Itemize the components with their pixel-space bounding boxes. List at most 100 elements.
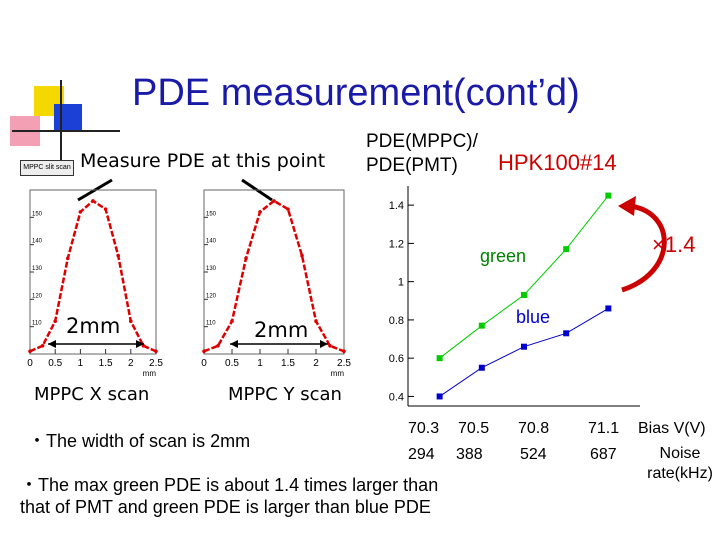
scan-xtick-label: 2.5 [149, 358, 163, 369]
x-width-arrow [48, 340, 144, 348]
note-max-green-line2: that of PMT and green PDE is larger than… [20, 497, 431, 517]
ratio-point-blue [605, 305, 612, 312]
ratio-point-green [478, 322, 485, 329]
scan-point [272, 199, 276, 203]
ratio-point-blue [478, 364, 485, 371]
scan-point [314, 319, 318, 324]
scan-point [129, 319, 133, 324]
scan-xtick-label: 1 [78, 358, 84, 369]
ratio-factor-label: ×1.4 [652, 232, 696, 257]
decor-square-blue [54, 104, 82, 132]
bias-value-0: 70.3 [408, 420, 440, 437]
ratio-ytick-label: 1 [398, 277, 404, 289]
scan-ytick-label: 150 [32, 211, 43, 217]
scan-xaxis-unit: mm [331, 369, 345, 378]
noise-value-2: 524 [520, 446, 547, 463]
x-scan-width-label: 2mm [66, 314, 121, 338]
ratio-ytick-label: 1.4 [389, 200, 404, 212]
scan-point [300, 253, 304, 258]
ratio-ytick-label: 1.2 [389, 238, 404, 250]
scan-point [342, 349, 346, 354]
scan-ytick-label: 130 [206, 266, 217, 272]
green-series-label: green [480, 246, 527, 266]
scan-xtick-label: 0.5 [225, 358, 239, 369]
scan-xtick-label: 2.5 [337, 358, 351, 369]
scan-point [216, 344, 220, 348]
ratio-point-green [436, 355, 443, 362]
scan-ytick-label: 150 [206, 211, 217, 217]
note-max-green: ・The max green PDE is about 1.4 times la… [20, 474, 438, 518]
scan-xtick-label: 1.5 [281, 358, 295, 369]
y-scan-width-label: 2mm [254, 318, 309, 342]
scan-xtick-label: 2 [128, 358, 134, 369]
ratio-curved-arrow [621, 203, 667, 293]
scan-point [28, 349, 32, 354]
scan-point [154, 349, 158, 354]
scan-point [91, 199, 95, 203]
scan-point [328, 344, 332, 348]
ratio-point-blue [521, 343, 527, 350]
decor-horizontal-line [12, 130, 120, 132]
scan-ytick-label: 110 [32, 321, 42, 327]
ratio-arrow-head [618, 196, 636, 216]
blue-series-label: blue [516, 307, 551, 327]
scan-point [40, 344, 45, 348]
note-max-green-line1: ・The max green PDE is about 1.4 times la… [20, 475, 439, 495]
scan-point [116, 253, 120, 258]
ratio-axis-label-line1: PDE(MPPC)/ [366, 131, 478, 152]
ratio-ytick-label: 0.8 [389, 315, 404, 327]
scan-ytick-label: 140 [206, 239, 217, 245]
scan-curve [203, 199, 345, 353]
measure-point-label: Measure PDE at this point [80, 150, 326, 172]
bias-value-2: 70.8 [518, 420, 550, 437]
scan-xtick-label: 2 [313, 358, 319, 369]
bias-value-3: 71.1 [588, 420, 620, 437]
y-scan-label: MPPC Y scan [228, 384, 342, 405]
scan-point [78, 210, 83, 214]
scan-ytick-label: 140 [32, 239, 43, 245]
scan-xtick-label: 0.5 [48, 358, 62, 369]
scan-point [103, 207, 108, 211]
ratio-axis-label-line2: PDE(PMT) [366, 155, 458, 176]
ratio-point-green [605, 192, 612, 199]
x-scan-label: MPPC X scan [34, 384, 150, 405]
y-width-arrow [230, 340, 328, 348]
slide-title: PDE measurement(cont’d) [132, 72, 580, 114]
scan-point [53, 319, 57, 324]
x-scan-plot: 0 0.5 1 1.5 2 2.5mm 110 120 130 140 150 [27, 189, 163, 378]
scan-point [66, 256, 70, 261]
noise-value-1: 388 [456, 446, 483, 463]
pde-ratio-chart: 0.4 0.6 0.8 1 1.2 1.4 [389, 186, 640, 407]
ratio-series-line-green [439, 195, 609, 359]
scan-point [244, 256, 248, 261]
scan-point [230, 319, 234, 324]
noise-value-0: 294 [408, 446, 435, 463]
ratio-ytick-label: 0.4 [389, 391, 404, 403]
decor-vertical-line [60, 80, 62, 170]
ratio-point-green [521, 292, 527, 299]
scan-xaxis-unit: mm [143, 369, 157, 378]
scan-xtick-label: 0 [27, 358, 33, 369]
ratio-point-green [563, 246, 570, 253]
scan-tab-label: MPPC slit scan [20, 160, 74, 176]
scan-ytick-label: 120 [32, 293, 43, 299]
scan-ytick-label: 130 [32, 266, 43, 272]
note-scan-width: ・The width of scan is 2mm [28, 431, 251, 451]
noise-value-3: 687 [590, 446, 617, 463]
scan-xtick-label: 0 [201, 358, 207, 369]
scan-xtick-label: 1.5 [99, 358, 113, 369]
scan-point [258, 210, 262, 214]
noise-label-line1: Noise [659, 445, 701, 462]
y-scan-plot: 0 0.5 1 1.5 2 2.5mm 110 120 130 140 150 [201, 189, 351, 378]
noise-label-line2: rate(kHz) [647, 465, 713, 482]
bias-value-1: 70.5 [458, 420, 490, 437]
scan-point [202, 349, 206, 354]
ratio-ytick-label: 0.6 [389, 353, 404, 365]
ratio-axis-label: PDE(MPPC)/ PDE(PMT) [366, 130, 478, 178]
scan-ytick-label: 120 [206, 293, 217, 299]
ratio-point-blue [436, 393, 443, 400]
device-label: HPK100#14 [498, 150, 617, 175]
noise-axis-label: Noise rate(kHz) [640, 444, 720, 484]
ratio-point-blue [563, 330, 570, 337]
